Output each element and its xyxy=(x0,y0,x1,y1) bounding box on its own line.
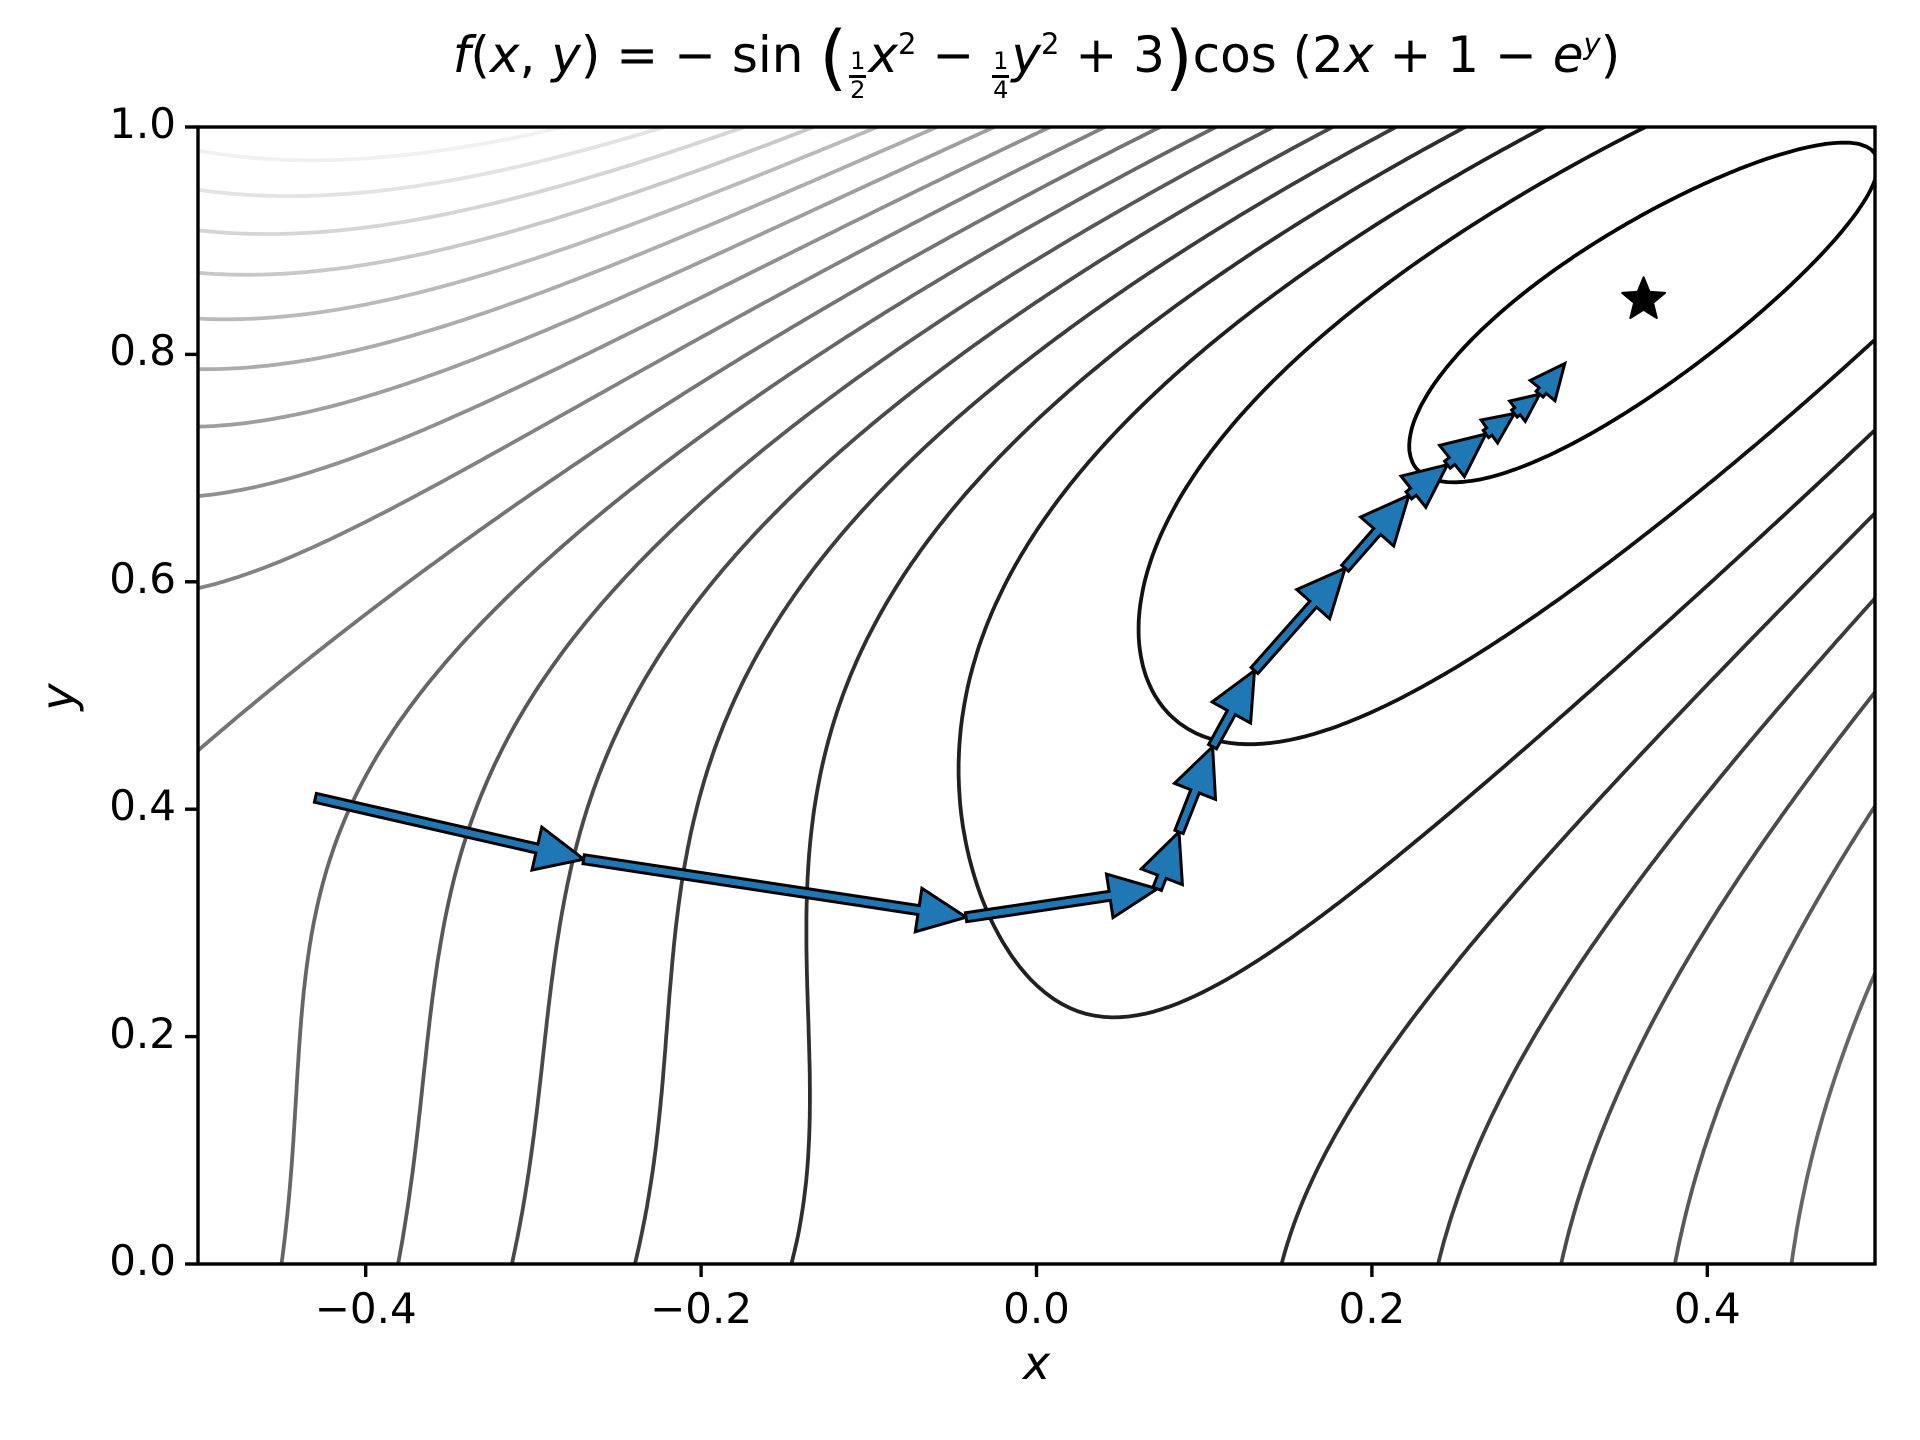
title-superscript: 2 xyxy=(1040,27,1060,62)
title-part: ) = − sin xyxy=(580,26,820,84)
title-part: x xyxy=(489,26,520,84)
contour-line-level-0.050 xyxy=(198,127,1052,498)
y-axis-label: y xyxy=(31,683,85,711)
y-tick-label: 1.0 xyxy=(109,99,176,148)
axes-frame xyxy=(185,125,1877,1277)
contour-line-level--0.050 xyxy=(396,127,1875,1264)
gradient-descent-arrow-8 xyxy=(1339,492,1412,574)
star-icon xyxy=(1621,276,1666,319)
contour-line-level-0.175 xyxy=(198,127,746,236)
title-part: x xyxy=(1343,26,1374,84)
contour-lines xyxy=(198,127,1875,1264)
y-tick-label: 0.4 xyxy=(109,781,176,831)
x-tick-label: −0.4 xyxy=(314,1284,417,1333)
gradient-descent-arrow-1 xyxy=(312,791,588,872)
gradient-descent-path xyxy=(312,360,1568,934)
title-open-paren: ( xyxy=(819,15,848,99)
contour-line-level--0.175 xyxy=(1136,127,1875,747)
title-part: + 3 xyxy=(1059,26,1165,84)
title-part: − xyxy=(916,26,991,84)
title-part: f xyxy=(452,26,471,84)
x-axis-label: x xyxy=(1022,1336,1051,1390)
chart-title: f(x, y) = − sin (1 2 x2 − 1 4 y2 + 3)cos (2x… xyxy=(198,22,1875,105)
contour-line-level-0.150 xyxy=(198,127,816,277)
x-tick-label: 0.2 xyxy=(1338,1284,1406,1333)
title-part: y xyxy=(551,26,581,84)
gradient-descent-arrow-6 xyxy=(1206,667,1257,751)
gradient-descent-arrow-5 xyxy=(1171,743,1218,836)
title-part: x xyxy=(868,26,898,84)
contour-line-level-0.100 xyxy=(198,127,939,372)
y-tick-label: 0.2 xyxy=(109,1008,176,1058)
title-part: cos (2 xyxy=(1192,26,1344,84)
gradient-descent-arrow-11 xyxy=(1478,411,1518,446)
title-part: , xyxy=(519,26,552,84)
contour-line-level-0.225 xyxy=(198,127,566,163)
title-part: e xyxy=(1552,26,1584,84)
contour-line-level--0.000 xyxy=(198,127,1163,753)
contour-line-level--0.125 xyxy=(789,127,1875,1264)
y-tick-label: 0.6 xyxy=(109,553,176,603)
title-close-paren: ) xyxy=(1164,15,1193,99)
contour-line-level--0.100 xyxy=(633,127,1875,1264)
title-part: y xyxy=(1011,26,1041,84)
title-part: + 1 − xyxy=(1373,26,1553,84)
y-tick-label: 0.8 xyxy=(109,326,176,376)
gradient-descent-arrow-9 xyxy=(1398,462,1451,511)
title-part: ) xyxy=(1600,26,1621,84)
gradient-descent-arrow-7 xyxy=(1248,565,1348,676)
gradient-descent-arrow-12 xyxy=(1507,392,1543,425)
gradient-descent-arrow-13 xyxy=(1527,360,1568,404)
contour-line-level--0.150 xyxy=(956,127,1875,1020)
plot-border xyxy=(196,125,1877,1266)
contour-line-level-0.200 xyxy=(198,127,667,198)
x-tick-label: 0.0 xyxy=(1003,1284,1070,1333)
contour-line-level--0.200 xyxy=(1407,140,1875,485)
gradient-descent-arrow-2 xyxy=(581,853,970,934)
title-superscript: 2 xyxy=(897,27,917,62)
contour-line-level-0.075 xyxy=(198,127,997,429)
title-superscript: y xyxy=(1583,27,1601,62)
title-part: ( xyxy=(470,26,490,84)
gradient-descent-arrow-4 xyxy=(1138,828,1185,893)
y-tick-label: 0.0 xyxy=(109,1236,176,1285)
contour-line-level-0.125 xyxy=(198,127,880,322)
contour-line-level--0.075 xyxy=(510,127,1875,1264)
optimum-star xyxy=(1621,276,1666,319)
x-tick-label: 0.4 xyxy=(1673,1284,1741,1333)
gradient-descent-arrow-10 xyxy=(1436,431,1489,480)
gradient-descent-arrow-3 xyxy=(963,872,1161,924)
x-tick-label: −0.2 xyxy=(650,1284,753,1333)
